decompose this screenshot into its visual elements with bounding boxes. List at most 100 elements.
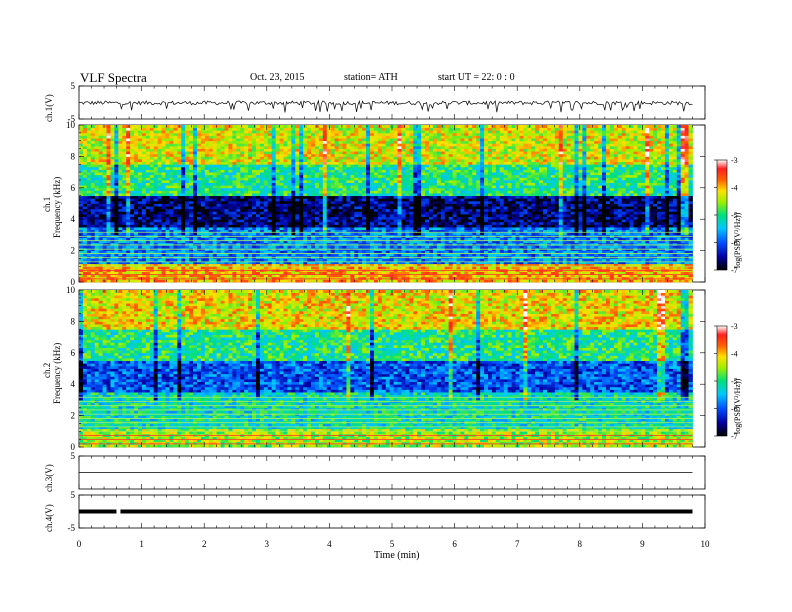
- spectrogram-cell: [499, 279, 505, 283]
- spectrogram-cell: [621, 211, 627, 215]
- spectrogram-cell: [460, 208, 465, 212]
- spectrogram-cell: [684, 216, 689, 220]
- spectrogram-cell: [531, 250, 536, 254]
- spectrogram-cell: [208, 203, 214, 207]
- spectrogram-cell: [157, 279, 162, 283]
- spectrogram-cell: [303, 229, 308, 233]
- spectrogram-cell: [141, 219, 147, 223]
- spectrogram-cell: [370, 200, 375, 204]
- spectrogram-cell: [684, 274, 689, 278]
- spectrogram-cell: [637, 240, 642, 244]
- spectrogram-cell: [134, 219, 139, 223]
- spectrogram-cell: [590, 203, 595, 207]
- spectrogram-cell: [413, 224, 418, 228]
- spectrogram-cell: [570, 250, 575, 254]
- spectrogram-cell: [440, 237, 446, 241]
- spectrogram-cell: [515, 213, 520, 217]
- spectrogram-cell: [350, 200, 355, 204]
- spectrogram-cell: [110, 258, 115, 262]
- spectrogram-cell: [228, 221, 233, 225]
- spectrogram-cell: [668, 229, 674, 233]
- spectrogram-cell: [389, 200, 394, 204]
- spectrogram-cell: [153, 240, 159, 244]
- spectrogram-cell: [653, 213, 658, 217]
- spectrogram-cell: [240, 198, 245, 202]
- spectrogram-cell: [688, 216, 693, 220]
- spectrogram-cell: [106, 211, 111, 215]
- spectrogram-cell: [672, 237, 678, 241]
- spectrogram-cell: [645, 213, 650, 217]
- spectrogram-cell: [413, 245, 418, 249]
- spectrogram-cell: [114, 232, 119, 236]
- spectrogram-cell: [141, 221, 147, 225]
- spectrogram-cell: [177, 242, 182, 246]
- spectrogram-cell: [181, 229, 186, 233]
- spectrogram-cell: [350, 208, 355, 212]
- spectrogram-cell: [649, 198, 654, 202]
- spectrogram-cell: [283, 253, 288, 257]
- spectrogram-cell: [688, 219, 693, 223]
- spectrogram-cell: [629, 250, 634, 254]
- spectrogram-cell: [90, 229, 96, 233]
- spectrogram-cell: [413, 242, 418, 246]
- spectrogram-cell: [145, 258, 151, 262]
- spectrogram-cell: [224, 245, 229, 249]
- spectrogram-cell: [633, 263, 638, 267]
- spectrogram-cell: [535, 279, 540, 283]
- spectrogram-cell: [358, 227, 363, 231]
- spectrogram-cell: [114, 266, 119, 270]
- spectrogram-cell: [499, 219, 505, 223]
- spectrogram-cell: [322, 227, 328, 231]
- spectrogram-cell: [472, 263, 477, 267]
- spectrogram-cell: [318, 208, 324, 212]
- spectrogram-cell: [373, 206, 379, 210]
- spectrogram-cell: [649, 211, 654, 215]
- spectrogram-cell: [436, 203, 442, 207]
- spectrogram-cell: [421, 208, 426, 212]
- spectrogram-cell: [594, 203, 599, 207]
- spectrogram-cell: [444, 198, 450, 202]
- spectrogram-cell: [259, 266, 265, 270]
- spectrogram-cell: [193, 219, 198, 223]
- spectrogram-cell: [98, 232, 103, 236]
- spectrogram-cell: [480, 224, 485, 228]
- spectrogram-cell: [82, 258, 88, 262]
- spectrogram-cell: [90, 263, 96, 267]
- spectrogram-cell: [322, 276, 328, 280]
- spectrogram-cell: [295, 240, 300, 244]
- spectrogram-cell: [259, 227, 265, 231]
- spectrogram-cell: [350, 198, 355, 202]
- spectrogram-cell: [468, 274, 473, 278]
- spectrogram-cell: [122, 274, 127, 278]
- spectrogram-cell: [672, 198, 678, 202]
- spectrogram-cell: [283, 240, 288, 244]
- spectrogram-cell: [436, 200, 442, 204]
- spectrogram-cell: [381, 240, 387, 244]
- spectrogram-cell: [381, 258, 387, 262]
- spectrogram-cell: [137, 237, 143, 241]
- spectrogram-cell: [523, 258, 528, 262]
- spectrogram-cell: [153, 261, 159, 265]
- spectrogram-cell: [130, 263, 135, 267]
- spectrogram-cell: [94, 229, 100, 233]
- spectrogram-cell: [668, 206, 674, 210]
- spectrogram-cell: [252, 242, 257, 246]
- spectrogram-cell: [181, 274, 186, 278]
- spectrogram-cell: [385, 279, 391, 283]
- spectrogram-cell: [605, 206, 611, 210]
- spectrogram-cell: [464, 221, 469, 225]
- spectrogram-cell: [134, 216, 139, 220]
- spectrogram-cell: [295, 200, 300, 204]
- spectrogram-cell: [259, 279, 265, 283]
- spectrogram-cell: [86, 198, 92, 202]
- spectrogram-cell: [609, 266, 615, 270]
- spectrogram-cell: [515, 221, 520, 225]
- spectrogram-cell: [94, 250, 100, 254]
- spectrogram-cell: [495, 253, 501, 257]
- spectrogram-cell: [657, 279, 662, 283]
- spectrogram-cell: [661, 206, 666, 210]
- spectrogram-cell: [409, 276, 414, 280]
- spectrogram-cell: [161, 279, 166, 283]
- spectrogram-cell: [539, 198, 544, 202]
- spectrogram-cell: [472, 261, 477, 265]
